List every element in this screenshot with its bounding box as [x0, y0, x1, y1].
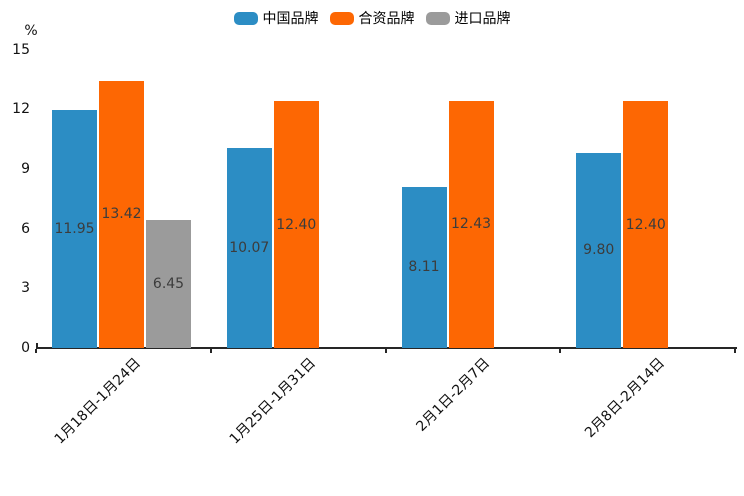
legend: 中国品牌 合资品牌 进口品牌: [0, 8, 744, 28]
legend-swatch-china-brand: [233, 11, 258, 25]
bar-china-brand: [226, 147, 272, 348]
bar-joint-venture-brand: [273, 101, 319, 348]
y-axis-line-stub: [36, 343, 38, 347]
y-axis-tick-label: 12: [12, 101, 30, 118]
bar-joint-venture-brand: [448, 100, 494, 348]
bar-value-label: 9.80: [583, 242, 615, 259]
bar-value-label: 8.11: [408, 259, 440, 276]
legend-swatch-joint-venture-brand: [329, 11, 354, 25]
y-axis-tick-label: 3: [21, 280, 30, 297]
bar-value-label: 13.42: [101, 206, 142, 223]
x-axis-tick-mark: [35, 349, 37, 353]
x-axis-tick-mark: [209, 349, 212, 353]
bar-value-label: 11.95: [54, 221, 95, 238]
x-axis-line: [36, 347, 737, 349]
bar-value-label: 12.40: [276, 216, 317, 233]
bar-china-brand: [576, 152, 622, 348]
bar-import-brand: [146, 219, 191, 348]
y-axis-tick-label: 9: [21, 160, 30, 177]
legend-swatch-import-brand: [425, 11, 450, 25]
legend-label-china-brand: 中国品牌: [262, 11, 319, 27]
y-axis-tick-label: 15: [12, 41, 30, 58]
bar-china-brand: [52, 110, 97, 348]
y-axis-tick-label: 6: [21, 220, 30, 237]
x-axis-category-label: 2月1日-2月7日: [413, 355, 494, 435]
bar-value-label: 12.43: [450, 216, 492, 233]
y-axis-tick-label: 0: [21, 340, 30, 356]
bar-joint-venture-brand: [99, 80, 144, 348]
bar-value-label: 12.40: [625, 216, 666, 233]
bar-value-label: 6.45: [152, 275, 185, 292]
x-axis-tick-mark: [559, 349, 562, 353]
bar-china-brand: [401, 186, 447, 348]
x-axis-category-label: 1月18日-1月24日: [51, 355, 144, 448]
y-axis-unit-label: %: [24, 23, 38, 39]
x-axis-tick-mark: [384, 349, 387, 353]
legend-item-import-brand[interactable]: 进口品牌: [425, 8, 511, 28]
legend-item-china-brand[interactable]: 中国品牌: [233, 8, 319, 28]
legend-item-joint-venture-brand[interactable]: 合资品牌: [329, 8, 415, 28]
legend-label-import-brand: 进口品牌: [454, 11, 511, 27]
legend-label-joint-venture-brand: 合资品牌: [358, 11, 415, 27]
x-axis-category-label: 2月8日-2月14日: [582, 355, 669, 442]
bar-joint-venture-brand: [623, 101, 669, 348]
x-axis-tick-mark: [734, 349, 736, 353]
x-axis-category-label: 1月25日-1月31日: [226, 355, 319, 448]
bar-value-label: 10.07: [229, 239, 270, 256]
